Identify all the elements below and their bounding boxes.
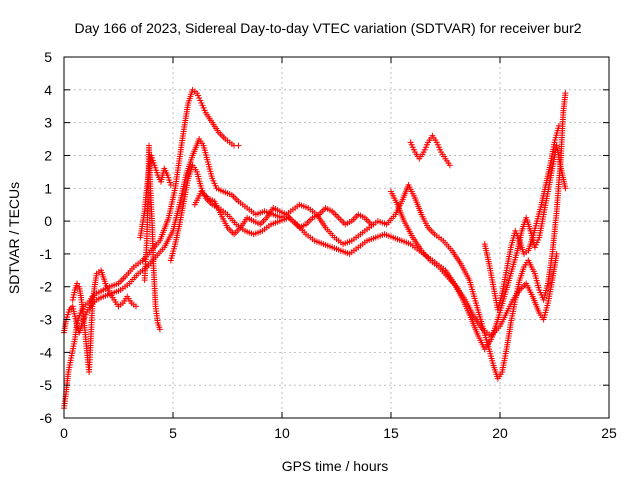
y-tick-label: -1 (40, 246, 53, 262)
data-point (74, 280, 81, 287)
x-tick-label: 0 (60, 425, 68, 441)
data-point (553, 250, 560, 257)
data-point (562, 185, 569, 192)
series-track-h (69, 267, 139, 376)
x-tick-label: 10 (274, 425, 290, 441)
data-point (446, 162, 453, 169)
y-tick-label: 3 (44, 115, 52, 131)
chart-title: Day 166 of 2023, Sidereal Day-to-day VTE… (74, 20, 581, 36)
x-tick-label: 5 (169, 425, 177, 441)
y-tick-label: -5 (40, 377, 53, 393)
y-tick-label: -3 (40, 312, 53, 328)
series-track-i (481, 122, 562, 313)
y-tick-label: -6 (40, 410, 53, 426)
y-axis-label: SDTVAR / TECUs (6, 182, 22, 294)
data-point (156, 326, 163, 333)
x-axis-label: GPS time / hours (282, 458, 389, 474)
y-tick-label: 5 (44, 49, 52, 65)
series-track-b (61, 90, 569, 382)
data-point (235, 142, 242, 149)
y-tick-label: -2 (40, 279, 53, 295)
y-tick-label: 0 (44, 213, 52, 229)
data-point (132, 303, 139, 310)
series-track-g (141, 142, 163, 333)
data-point (562, 90, 569, 97)
y-tick-label: -4 (40, 344, 53, 360)
x-tick-label: 20 (492, 425, 508, 441)
series-track-f (407, 132, 453, 169)
axis-ticks: 0 5 10 15 20 25 -6 -5 -4 -3 -2 -1 0 1 2 3 4 5 (40, 49, 617, 441)
x-tick-label: 25 (601, 425, 617, 441)
plot-border (63, 56, 610, 419)
y-tick-label: 1 (44, 180, 52, 196)
data-point (167, 181, 174, 188)
data-point (555, 122, 562, 129)
data-point (368, 221, 375, 228)
x-tick-label: 15 (383, 425, 399, 441)
series-track-j (191, 188, 375, 238)
data-points (61, 86, 569, 412)
series-track-d (388, 188, 560, 339)
y-tick-label: 2 (44, 147, 52, 163)
y-tick-label: 4 (44, 82, 52, 98)
